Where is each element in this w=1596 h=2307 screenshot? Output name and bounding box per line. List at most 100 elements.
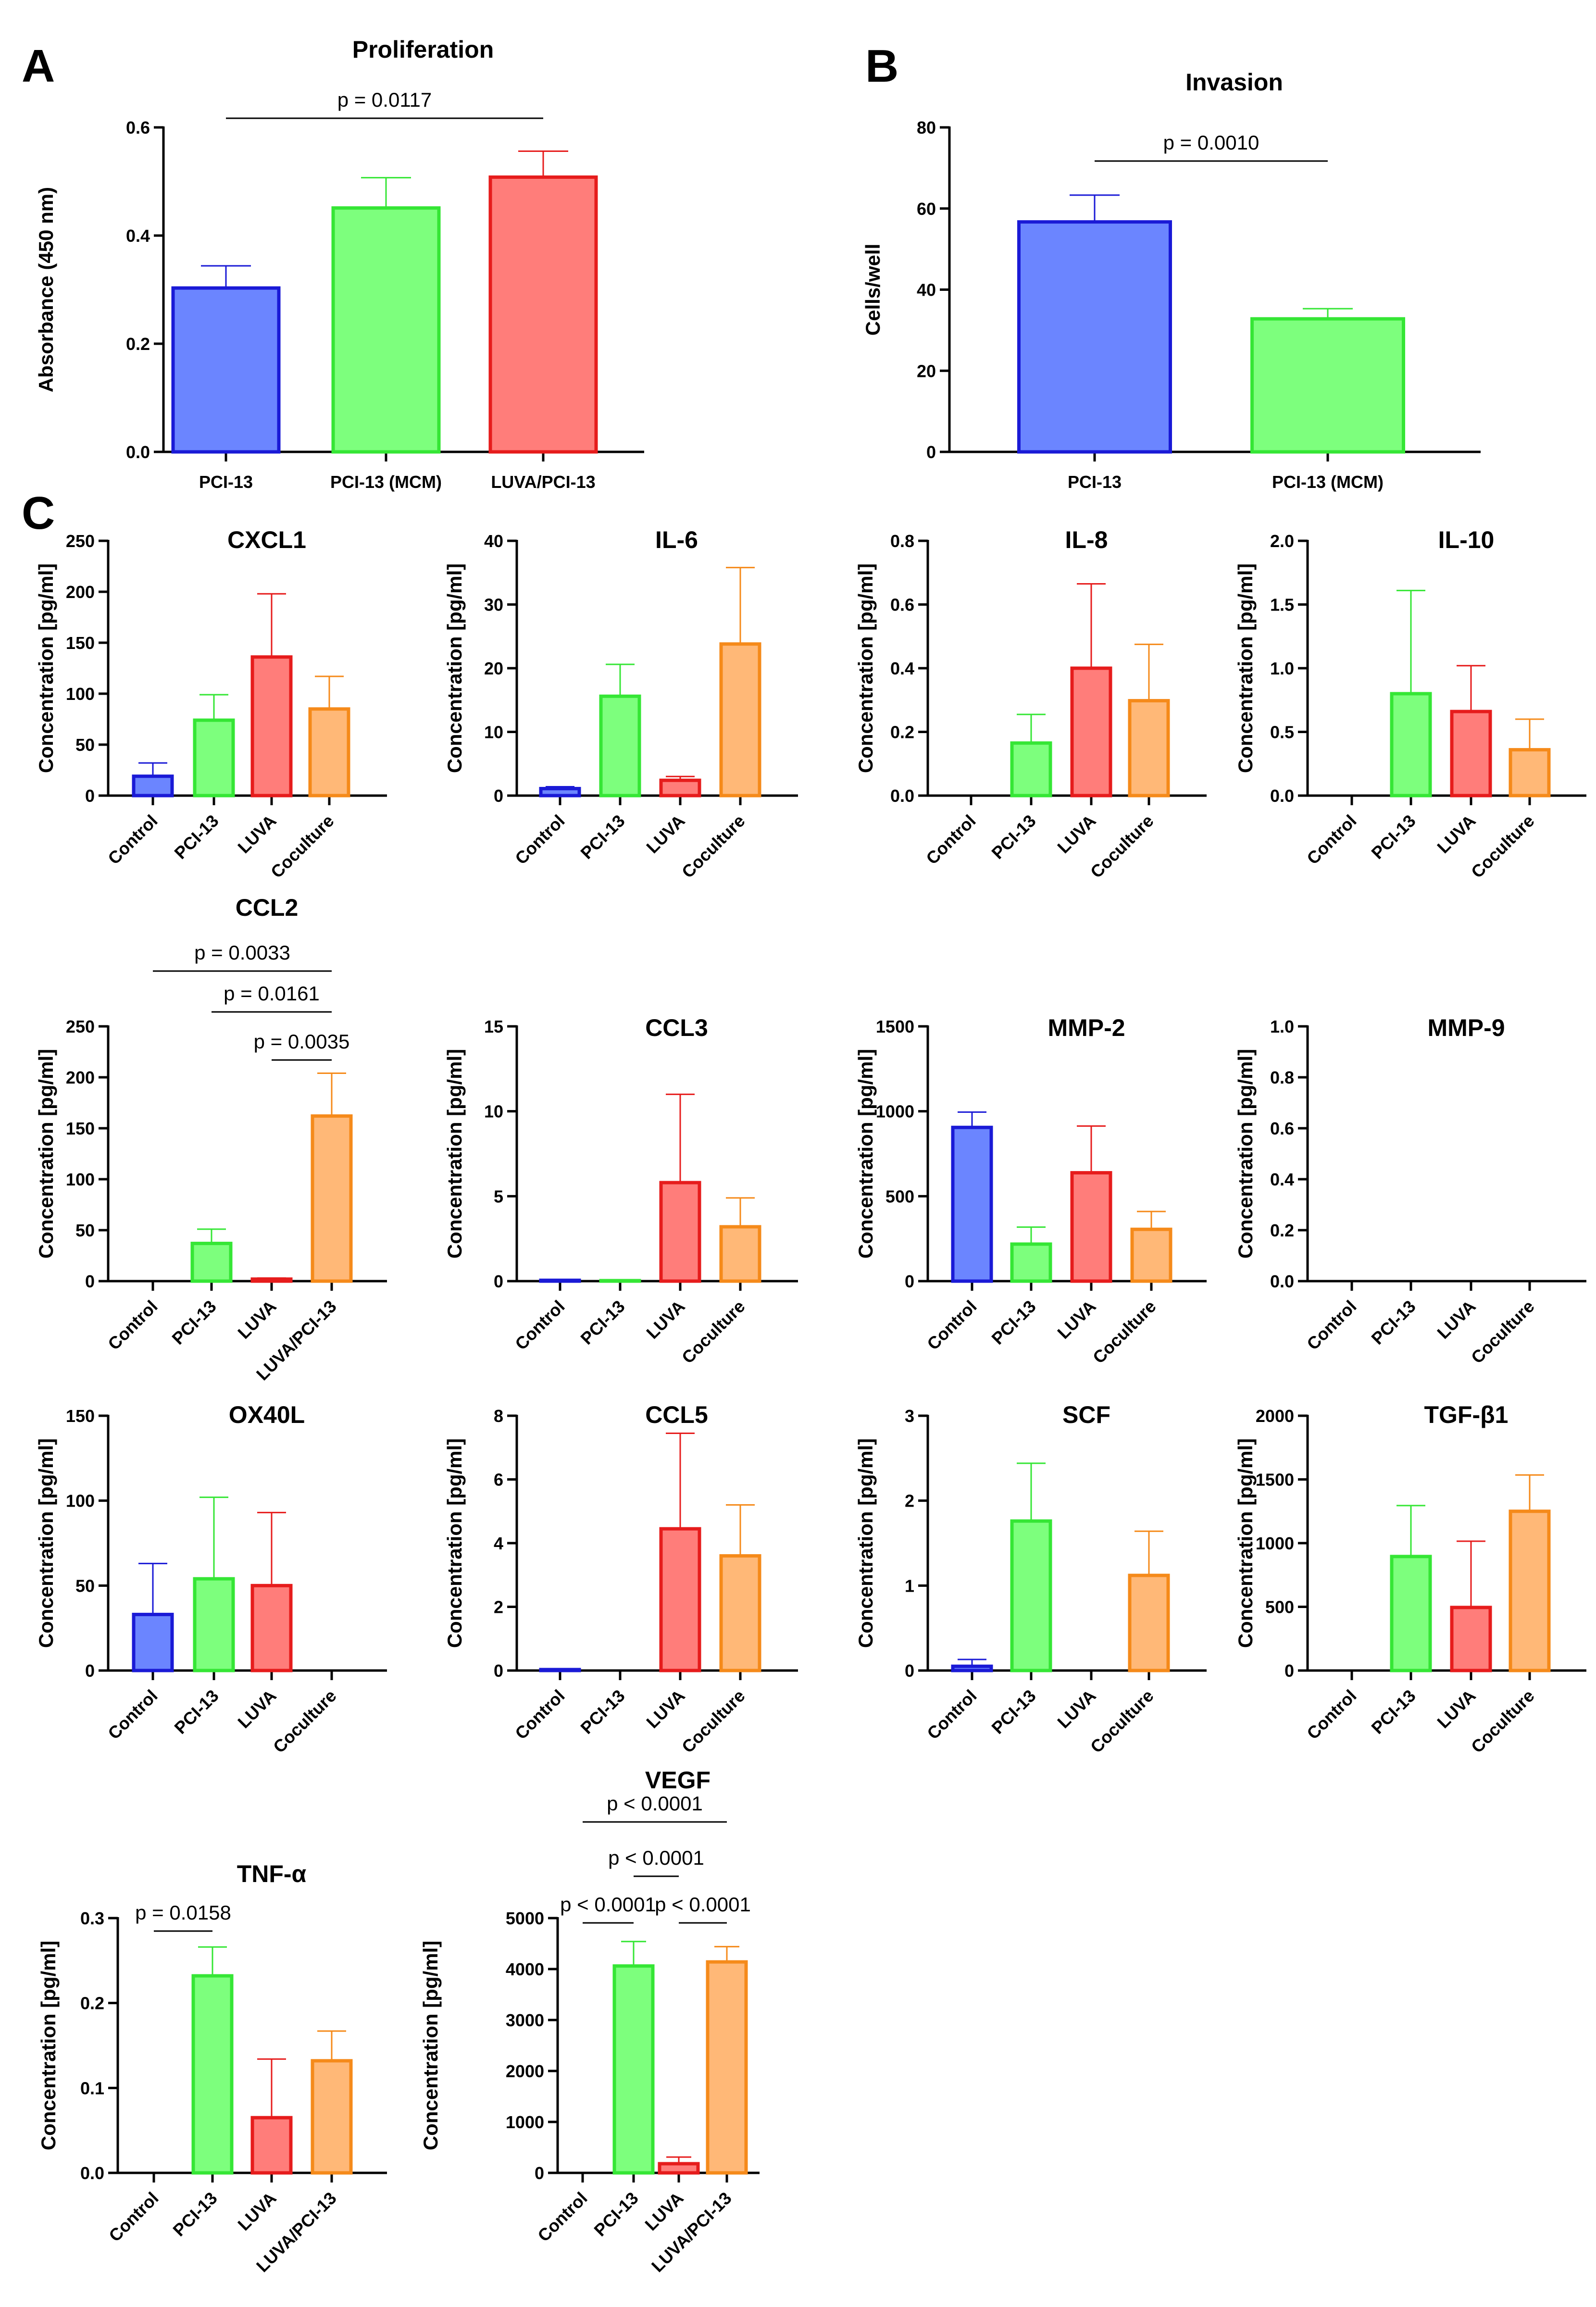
bar-ox40l-0 xyxy=(132,1612,174,1672)
bar-proliferation-0 xyxy=(171,286,281,454)
bar-invasion-0 xyxy=(1017,220,1172,454)
bar-scf-0 xyxy=(951,1664,993,1672)
bar-il10-3 xyxy=(1509,748,1551,798)
x-category-label: LUVA xyxy=(1433,811,1479,857)
p-value-label: p = 0.0158 xyxy=(135,1901,231,1924)
y-axis-label: Concentration [pg/ml] xyxy=(854,1438,877,1648)
x-category-label: PCI-13 xyxy=(1367,811,1419,863)
x-category-label: Coculture xyxy=(269,1686,340,1757)
y-tick-label: 200 xyxy=(66,1068,95,1087)
x-category-label: Control xyxy=(923,1297,980,1354)
y-axis-label: Concentration [pg/ml] xyxy=(37,1941,60,2150)
x-category-label: Coculture xyxy=(678,1686,749,1757)
x-category-label: PCI-13 xyxy=(1367,1297,1419,1348)
y-tick-label: 10 xyxy=(484,723,503,742)
bar-ox40l-1 xyxy=(193,1577,235,1672)
chart-tnfa: TNF-α 0.0 0.1 0.2 0.3 Concentration [pg/ml] Co… xyxy=(37,1860,387,2276)
y-tick-label: 5 xyxy=(494,1186,503,1206)
y-tick-label: 40 xyxy=(917,280,936,300)
bar-scf-1 xyxy=(1010,1519,1052,1672)
bar-mmp2-2 xyxy=(1070,1171,1112,1283)
chart-cxcl1: CXCL1 0 50 100 150 200 250 Concentration [pg/ml… xyxy=(35,526,387,882)
y-tick-label: 20 xyxy=(484,659,503,678)
y-tick-label: 4 xyxy=(494,1534,503,1553)
chart-il6: IL-6 0 10 20 30 40 Concentration [pg/ml] Contro… xyxy=(443,526,798,882)
y-tick-label: 2.0 xyxy=(1270,531,1294,551)
y-tick-label: 1000 xyxy=(876,1102,914,1122)
y-axis-label: Absorbance (450 nm) xyxy=(35,187,57,392)
y-tick-label: 0 xyxy=(85,786,95,806)
y-tick-label: 0 xyxy=(1284,1661,1294,1681)
x-category-label: Control xyxy=(104,1297,161,1354)
chart-title: CCL2 xyxy=(236,894,299,921)
x-category-label: PCI-13 xyxy=(1068,472,1122,492)
x-category-label: Coculture xyxy=(678,1297,749,1368)
x-category-label: PCI-13 (MCM) xyxy=(1272,472,1384,492)
chart-title: VEGF xyxy=(645,1767,711,1794)
y-tick-label: 0.0 xyxy=(1270,786,1294,806)
y-tick-label: 0 xyxy=(535,2163,544,2183)
y-tick-label: 2000 xyxy=(506,2061,544,2081)
bar-ccl5-2 xyxy=(659,1527,701,1672)
y-tick-label: 0 xyxy=(905,1272,914,1291)
y-tick-label: 0.0 xyxy=(1270,1272,1294,1291)
bar-il8-3 xyxy=(1128,699,1170,798)
bar-il8-2 xyxy=(1070,666,1112,798)
chart-title: TNF-α xyxy=(237,1860,307,1887)
x-category-label: Coculture xyxy=(267,811,338,882)
chart-title: Proliferation xyxy=(352,36,494,63)
bar-tnfa-3 xyxy=(311,2059,353,2175)
y-tick-label: 3000 xyxy=(506,2010,544,2030)
p-value-label: p < 0.0001 xyxy=(607,1792,703,1815)
y-tick-label: 50 xyxy=(75,1221,95,1240)
y-tick-label: 0.1 xyxy=(80,2078,104,2098)
bar-cxcl1-0 xyxy=(132,774,174,798)
y-tick-label: 6 xyxy=(494,1470,503,1490)
bar-tnfa-2 xyxy=(250,2116,293,2175)
bar-ccl2-1 xyxy=(190,1242,233,1283)
p-value-label: p = 0.0033 xyxy=(194,941,290,964)
chart-title: IL-10 xyxy=(1438,526,1495,553)
chart-proliferation: Proliferation 0.0 0.2 0.4 0.6 Absorbance (450… xyxy=(35,36,644,492)
bar-ccl5-3 xyxy=(719,1554,761,1672)
bar-il10-1 xyxy=(1390,692,1432,798)
x-category-label: Control xyxy=(104,1686,161,1743)
y-tick-label: 2 xyxy=(494,1597,503,1617)
y-tick-label: 1500 xyxy=(876,1017,914,1036)
y-axis-label: Cells/well xyxy=(861,244,884,336)
y-tick-label: 0 xyxy=(905,1661,914,1681)
chart-ox40l: OX40L 0 50 100 150 Concentration [pg/ml] Contr… xyxy=(35,1401,387,1757)
x-category-label: PCI-13 xyxy=(987,811,1039,863)
chart-mmp9: MMP-9 0.0 0.2 0.4 0.6 0.8 1.0 Concentration [pg… xyxy=(1234,1014,1586,1367)
chart-title: Invasion xyxy=(1185,69,1283,96)
x-category-label: LUVA xyxy=(1433,1686,1479,1732)
y-tick-label: 1.0 xyxy=(1270,1017,1294,1036)
y-tick-label: 0 xyxy=(494,1661,503,1681)
y-tick-label: 0 xyxy=(85,1272,95,1291)
chart-mmp2: MMP-2 0 500 1000 1500 Concentration [pg/ml] Co… xyxy=(854,1014,1207,1367)
chart-ccl3: CCL3 0 5 10 15 Concentration [pg/ml] Control PC… xyxy=(443,1014,798,1367)
chart-title: MMP-9 xyxy=(1427,1014,1505,1041)
y-tick-label: 250 xyxy=(66,531,95,551)
y-tick-label: 8 xyxy=(494,1406,503,1426)
bar-mmp2-0 xyxy=(951,1125,993,1283)
bar-mmp2-3 xyxy=(1130,1227,1172,1283)
bar-proliferation-2 xyxy=(488,175,598,454)
x-category-label: PCI-13 xyxy=(199,472,253,492)
y-tick-label: 0.4 xyxy=(890,659,914,678)
chart-il8: IL-8 0.0 0.2 0.4 0.6 0.8 Concentration [pg/ml]… xyxy=(854,526,1207,882)
y-tick-label: 0.5 xyxy=(1270,723,1294,742)
chart-scf: SCF 0 1 2 3 Concentration [pg/ml] Control PCI-1… xyxy=(854,1401,1207,1757)
bar-cxcl1-1 xyxy=(193,718,235,798)
x-category-label: PCI-13 xyxy=(170,1686,222,1738)
y-tick-label: 0.8 xyxy=(890,531,914,551)
bar-ccl5-0 xyxy=(539,1668,581,1672)
y-tick-label: 30 xyxy=(484,595,503,615)
y-tick-label: 40 xyxy=(484,531,503,551)
x-category-label: LUVA xyxy=(642,1297,688,1343)
x-category-label: PCI-13 xyxy=(170,811,222,863)
bar-il6-3 xyxy=(719,642,761,798)
p-value-label: p = 0.0117 xyxy=(337,88,432,111)
x-category-label: LUVA xyxy=(234,1686,280,1732)
bar-tgfb1-1 xyxy=(1390,1555,1432,1672)
